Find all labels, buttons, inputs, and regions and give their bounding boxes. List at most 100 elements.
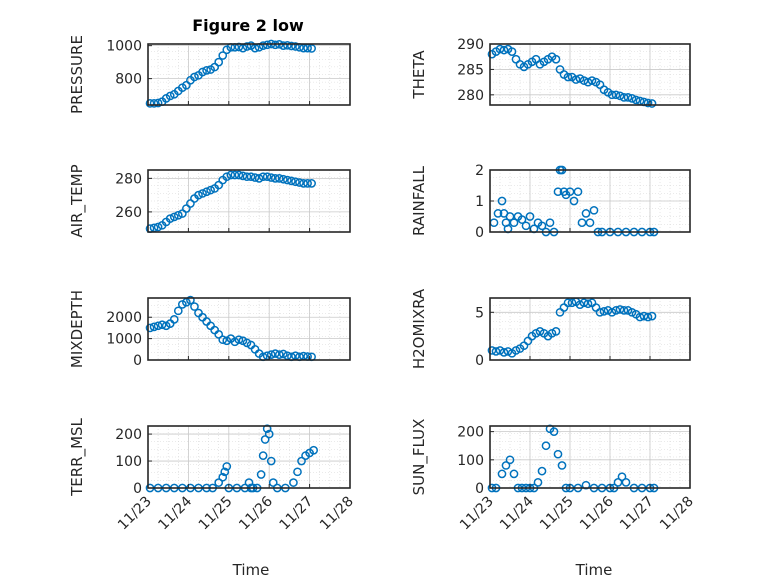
data-point [553,187,563,197]
data-point [569,196,579,206]
data-point [647,311,657,321]
data-point [295,178,304,187]
axes-frame [489,43,691,106]
figure-title: Figure 2 low [192,16,304,35]
data-point [583,299,593,309]
data-point [214,329,224,339]
data-point [173,210,183,220]
y-tick-label: 280 [115,171,142,187]
panel-rainfall: 0 1 2 RAINFALL [410,163,691,241]
data-point [521,221,531,231]
data-point [258,41,268,50]
data-point [258,451,268,461]
panel-theta: 280 285 290 THETA [410,37,691,108]
data-point [611,306,621,315]
data-point [579,298,589,308]
data-point [218,335,228,345]
y-tick-label: 0 [133,481,142,497]
data-point [149,99,159,108]
data-point [491,347,501,356]
data-point [206,185,215,195]
ylabel: H2OMIXRA [410,288,428,369]
data-point [287,176,296,186]
data-point [206,321,215,331]
data-point [218,472,228,482]
data-point [262,172,272,182]
x-tick-label: 11/24 [497,493,537,533]
data-point [553,449,563,459]
data-point [278,41,288,50]
data-point [238,171,248,181]
data-point [591,303,601,312]
y-tick-label: 280 [457,88,484,104]
data-point [623,93,633,102]
data-point [501,461,511,470]
data-point [153,321,163,331]
y-tick-label: 260 [115,205,142,221]
ylabel: MIXDEPTH [68,290,86,368]
data-point [222,172,232,182]
data-point [583,77,593,87]
data-point [266,456,276,466]
y-tick-label: 0 [475,481,484,497]
data-point [169,315,179,324]
data-point [619,306,629,315]
data-point [499,348,509,357]
data-point [250,173,260,182]
data-point [619,93,629,102]
data-point [242,172,252,182]
x-tick-label: 11/23 [115,494,155,534]
data-point [246,172,256,182]
x-tick-label: 11/24 [155,493,195,533]
data-point [533,478,543,487]
data-point [537,466,547,476]
x-tick-label: 11/28 [317,494,357,534]
panel-h2omixra: 0 5 H2OMIXRA [410,288,691,369]
data-point [244,478,254,487]
data-point [287,41,296,51]
data-point [234,170,244,180]
data-point [509,469,519,479]
data-point [497,196,507,206]
data-point [262,40,272,50]
data-point [607,90,617,100]
y-tick-label: 2 [475,163,484,179]
data-point [153,222,163,232]
data-point [214,478,224,487]
x-tick-label: 11/25 [537,494,577,534]
y-tick-label: 200 [115,427,142,443]
data-point [505,455,515,465]
data-point [220,467,230,477]
data-point [186,295,195,305]
data-point [190,302,199,311]
data-point [517,215,527,224]
ylabel: PRESSURE [68,35,86,114]
data-point [559,303,569,312]
data-point [579,76,589,85]
axes-frame [489,297,691,361]
data-point [256,470,266,479]
data-point [258,172,268,182]
data-point [525,212,535,221]
data-point [615,305,625,314]
data-point [643,98,653,108]
x-tick-label: 11/27 [617,494,657,534]
data-point [303,179,312,188]
axes-frame [147,169,351,233]
y-tick-label: 100 [115,454,142,470]
ylabel: SUN_FLUX [410,419,429,496]
data-point [599,307,609,316]
data-point [497,469,507,479]
data-point [571,75,581,84]
data-point [487,346,497,355]
data-point [262,424,272,434]
panel-sun-flux: 0 100 200 SUN_FLUX 11/23 11/24 11/25 11/26 11/27… [410,419,697,534]
y-tick-label: 100 [457,453,484,469]
data-point [557,461,567,470]
data-point [631,95,641,105]
x-tick-label: 11/26 [236,493,276,533]
data-point [278,174,288,184]
y-tick-label: 0 [475,225,484,241]
